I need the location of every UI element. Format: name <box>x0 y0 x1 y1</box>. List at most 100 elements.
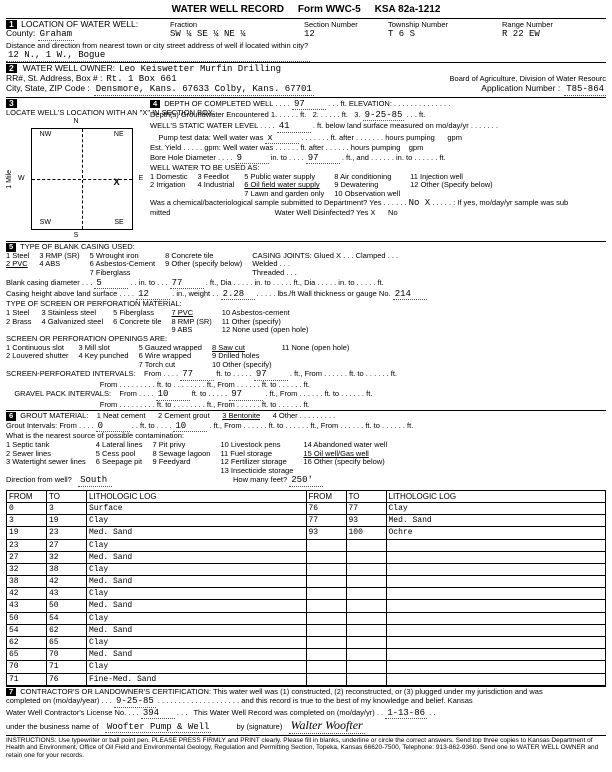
fraction-lbl: Fraction <box>170 20 197 29</box>
log-cell: Clay <box>87 612 307 624</box>
log-cell: Med. Sand <box>87 551 307 563</box>
log-cell <box>306 673 346 685</box>
csz: Densmore, Kans. 67633 Colby, Kans. 67701 <box>94 84 314 95</box>
form-title: WATER WELL RECORD <box>172 4 284 15</box>
oo4: 4 Key punched <box>79 351 129 360</box>
sr6: 6 Seepage pit <box>96 457 142 466</box>
wt-lbl: in., weight <box>176 289 210 298</box>
oo10: 10 Other (specify) <box>212 360 272 369</box>
signature: Walter Woofter <box>289 719 365 734</box>
g4: 4 Other <box>273 411 298 420</box>
hours: hours pumping <box>385 133 435 142</box>
spi-f: 77 <box>180 369 214 380</box>
mile-lbl: 1 Mile <box>6 170 14 189</box>
log-cell <box>386 612 606 624</box>
bcd-lbl: Blank casing diameter <box>6 278 80 287</box>
log-cell: Fine-Med. Sand <box>87 673 307 685</box>
dir-s: S <box>6 232 146 240</box>
range: R 22 EW <box>502 29 540 39</box>
dir-e: E <box>139 175 144 183</box>
so6: 6 Concrete tile <box>113 317 161 326</box>
gpi-t: 97 <box>229 389 263 400</box>
log-cell: Surface <box>87 502 307 514</box>
log-cell: 65 <box>7 649 47 661</box>
chals-lbl: Casing height above land surface <box>6 289 117 298</box>
log-cell: 43 <box>7 600 47 612</box>
c7: 7 Fiberglass <box>90 268 131 277</box>
township: T 6 S <box>388 29 415 39</box>
static: 41 <box>277 121 311 132</box>
dist: 12 N., 1 W., Bogue <box>6 50 310 61</box>
log-cell: 93 <box>306 527 346 539</box>
use-10: 10 Observation well <box>334 189 400 198</box>
bore-lbl: Bore Hole Diameter <box>150 153 216 162</box>
log-cell <box>346 673 386 685</box>
s6-title: GROUT MATERIAL: <box>20 411 88 420</box>
log-cell: 65 <box>47 637 87 649</box>
secnum-4: 4 <box>150 100 160 109</box>
log-cell: 93 <box>346 515 386 527</box>
est-gpm: gpm: Well water was <box>204 143 273 152</box>
section-box: NW NE SW SE X <box>31 128 133 230</box>
dis-lbl: Water Well Disinfected? Yes X <box>275 208 376 217</box>
g2: 2 Cement grout <box>158 411 210 420</box>
wt: 2.28 <box>221 289 255 300</box>
log-cell <box>306 624 346 636</box>
rec: 1-13-86 <box>385 708 427 719</box>
log-cell: 54 <box>47 612 87 624</box>
gw-lbl: Depth(s) Groundwater Encountered 1. <box>150 110 277 119</box>
log-cell: 32 <box>7 563 47 575</box>
secnum-2: 2 <box>6 64 17 74</box>
log-cell: Clay <box>87 661 307 673</box>
comp: 9-25-85 <box>114 696 156 707</box>
comp-lbl: completed on (mo/day/year) <box>6 696 99 705</box>
log-cell <box>386 563 606 575</box>
x-mark: X <box>114 177 120 187</box>
log-cell <box>306 563 346 575</box>
gpi-f: 10 <box>156 389 190 400</box>
addr: Rt. 1 Box 661 <box>106 74 176 84</box>
depth: 97 <box>292 99 326 110</box>
bore-to: 97 <box>306 153 340 164</box>
chem-no: No X <box>409 198 431 208</box>
s1-title: LOCATION OF WATER WELL: <box>21 19 138 29</box>
box-se: SE <box>114 219 123 227</box>
s7-tail: and this record is true to the best of m… <box>241 696 472 705</box>
instructions: INSTRUCTIONS: Use typewriter or ball poi… <box>6 735 606 759</box>
log-cell: Med. Sand <box>87 527 307 539</box>
bus: Woofter Pump & Well <box>105 722 212 733</box>
log-cell <box>386 661 606 673</box>
log-cell: 62 <box>47 624 87 636</box>
log-cell <box>346 539 386 551</box>
log-cell <box>346 600 386 612</box>
log-cell: 70 <box>47 649 87 661</box>
log-cell <box>346 551 386 563</box>
sig-lbl: by (signature) <box>236 722 282 731</box>
gpm: gpm <box>447 133 462 142</box>
log-cell: Med. Sand <box>87 624 307 636</box>
log-cell <box>306 551 346 563</box>
log-cell: 71 <box>7 673 47 685</box>
log-cell <box>386 600 606 612</box>
log-cell <box>346 624 386 636</box>
log-cell <box>306 612 346 624</box>
log-cell: 3 <box>7 515 47 527</box>
log-cell: 76 <box>47 673 87 685</box>
gauge: 214 <box>393 289 427 300</box>
log-cell <box>306 649 346 661</box>
s2-title: WATER WELL OWNER: <box>23 64 115 74</box>
log-cell: 100 <box>346 527 386 539</box>
log-cell: Ochre <box>386 527 606 539</box>
dir-n: N <box>6 118 146 126</box>
gi-to: ft. to <box>140 421 155 430</box>
lic-lbl: Water Well Contractor's License No. <box>6 708 126 717</box>
log-h5: TO <box>346 490 386 502</box>
app: T85-864 <box>564 84 606 95</box>
lithologic-log: FROM TO LITHOLOGIC LOG FROM TO LITHOLOGI… <box>6 490 606 686</box>
oo11: 11 None (open hole) <box>282 343 350 352</box>
log-cell <box>306 600 346 612</box>
mitted: mitted <box>150 208 170 217</box>
log-cell <box>386 588 606 600</box>
log-cell: Clay <box>87 539 307 551</box>
sr13: 13 Insecticide storage <box>220 466 293 475</box>
